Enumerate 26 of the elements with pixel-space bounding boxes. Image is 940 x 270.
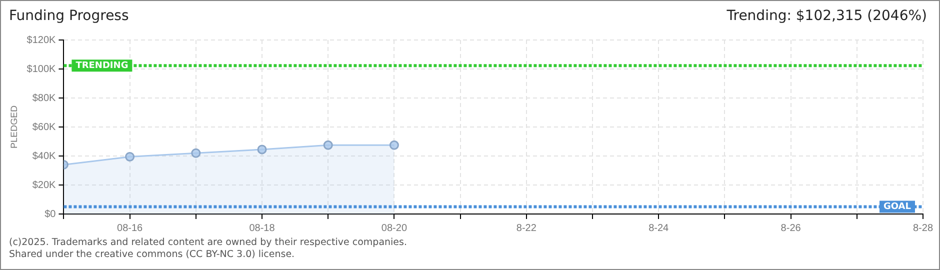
chart-title: Funding Progress <box>9 8 129 24</box>
text: Trending: $102,315 (2046%) <box>726 8 927 24</box>
x-tick-label: 08-20 <box>381 222 408 234</box>
x-tick-label: 8-24 <box>648 222 670 234</box>
x-tick-label: 8-28 <box>912 222 934 234</box>
x-tick-label: 08-18 <box>249 222 276 234</box>
y-tick-label: $120K <box>26 34 56 46</box>
point <box>191 148 201 158</box>
y-tick-label: $40K <box>32 150 56 162</box>
y-tick-label: $0 <box>44 208 56 220</box>
text: Shared under the creative commons (CC BY-NC 3.0) license. <box>9 249 296 261</box>
point <box>323 140 333 150</box>
text: (c)2025. Trademarks and related content are owned by their respective companies. <box>9 237 408 249</box>
y-axis-title: PLEDGED <box>8 104 19 149</box>
y-tick-label: $100K <box>26 64 56 75</box>
y-tick-label: $60K <box>32 122 56 133</box>
x-tick-label: 08-16 <box>117 222 144 234</box>
ref-line-label: GOAL <box>884 202 912 212</box>
x-tick-label: 8-22 <box>516 222 537 234</box>
point <box>125 152 135 162</box>
point <box>389 140 399 150</box>
point <box>257 144 267 154</box>
x-tick-label: 8-26 <box>780 222 802 234</box>
ref-line-label: TRENDING <box>76 60 128 71</box>
y-tick-label: $80K <box>32 92 56 104</box>
y-tick-label: $20K <box>32 180 56 191</box>
